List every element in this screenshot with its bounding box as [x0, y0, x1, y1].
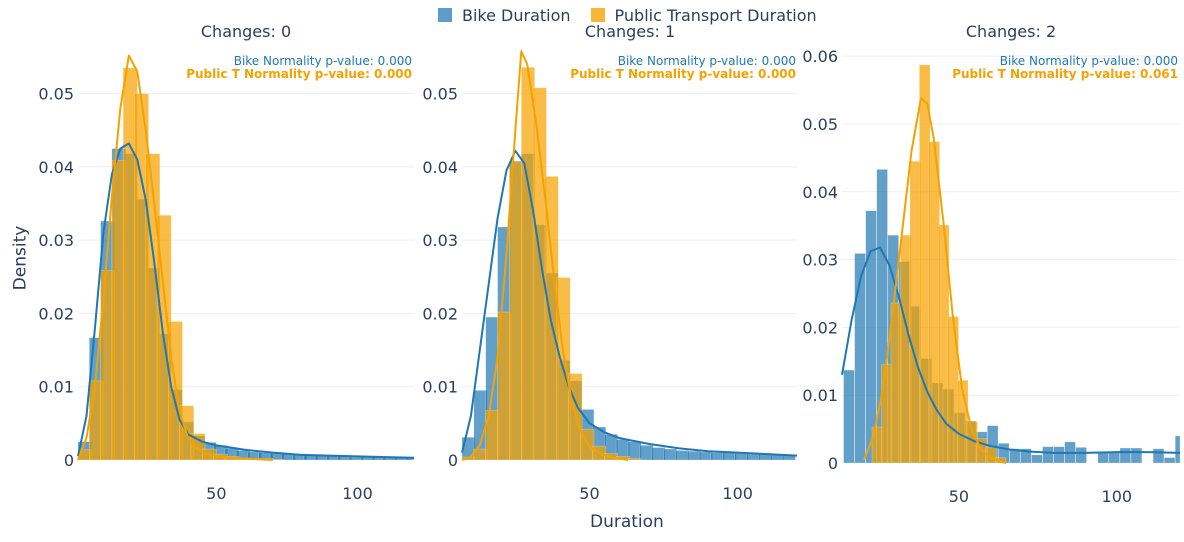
- kde-line: [863, 97, 1007, 464]
- bike-pvalue-annotation: Bike Normality p-value: 0.000: [234, 54, 412, 68]
- x-axis-title: Duration: [590, 512, 664, 532]
- histogram-bar: [639, 445, 654, 461]
- y-axis-title: Density: [10, 225, 31, 291]
- histogram-bar: [722, 452, 737, 461]
- histogram-bar: [1075, 447, 1087, 464]
- y-tick-label: 0.03: [38, 231, 74, 250]
- x-tick-label: 50: [949, 487, 969, 506]
- histogram-bar: [698, 451, 713, 461]
- histogram-bar: [651, 447, 666, 461]
- histogram-bar: [734, 453, 749, 461]
- histogram-bar: [627, 441, 642, 461]
- transport-pvalue-annotation: Public T Normality p-value: 0.000: [570, 67, 796, 81]
- histogram-bar: [1108, 452, 1120, 464]
- histogram-bar: [1163, 457, 1176, 464]
- histogram-bar: [509, 161, 524, 461]
- legend-swatch-bike: [438, 8, 452, 22]
- x-tick-label: 100: [342, 484, 373, 503]
- histogram-bar: [1097, 452, 1109, 464]
- transport-pvalue-annotation: Public T Normality p-value: 0.000: [186, 67, 412, 81]
- histogram-bar: [520, 66, 535, 461]
- y-tick-label: 0.02: [422, 304, 458, 323]
- histogram-bar: [1053, 446, 1065, 464]
- histogram-bar: [909, 160, 921, 464]
- kde-line: [77, 142, 415, 459]
- legend-swatch-transport: [590, 8, 605, 22]
- x-tick-label: 50: [206, 484, 226, 503]
- y-tick-label: 0.04: [38, 158, 74, 177]
- y-tick-label: 0.01: [38, 378, 74, 397]
- y-tick-label: 0.06: [802, 47, 838, 66]
- y-tick-label: 0.02: [38, 304, 74, 323]
- transport-pvalue-annotation: Public T Normality p-value: 0.061: [952, 67, 1178, 81]
- kde-line: [841, 246, 1181, 454]
- y-tick-label: 0: [448, 451, 458, 470]
- y-tick-label: 0.05: [422, 85, 458, 104]
- x-tick-label: 50: [579, 484, 599, 503]
- histogram-bar: [1130, 447, 1143, 464]
- subplot-3: 0 0.01 0.02 0.03 0.04 0.05 0.06 50 100 Changes: 2…: [802, 22, 1181, 506]
- kde-line: [461, 149, 798, 457]
- histogram-bar: [710, 452, 725, 461]
- histogram-bar: [746, 453, 761, 461]
- subplot-2: 0 0.01 0.02 0.03 0.04 0.05 50 100 Changes: 1 Bike…: [422, 22, 798, 503]
- y-tick-label: 0.01: [802, 386, 838, 405]
- histogram-bar: [881, 364, 893, 464]
- y-tick-label: 0.01: [422, 378, 458, 397]
- subplot-1: 0 0.01 0.02 0.03 0.04 0.05 50 100 Changes: 0 Bike…: [38, 22, 415, 503]
- subplot-title: Changes: 1: [585, 22, 675, 41]
- subplot-title: Changes: 0: [201, 22, 291, 41]
- histogram-bar: [890, 302, 903, 464]
- y-tick-label: 0.04: [802, 183, 838, 202]
- histogram-bar: [687, 450, 701, 461]
- y-tick-label: 0: [64, 451, 74, 470]
- y-tick-label: 0.05: [38, 85, 74, 104]
- histogram-bar: [1174, 435, 1181, 464]
- legend-item-transport[interactable]: Public Transport Duration: [590, 5, 817, 25]
- histogram-bar: [1042, 446, 1054, 464]
- histogram-bar: [928, 141, 940, 464]
- kde-line: [77, 54, 273, 461]
- histogram-bar: [985, 447, 997, 464]
- subplot-title: Changes: 2: [966, 22, 1056, 41]
- histogram-bar: [1119, 447, 1132, 464]
- histogram-bar: [1031, 454, 1043, 464]
- y-tick-label: 0: [828, 454, 838, 473]
- y-tick-label: 0.04: [422, 158, 458, 177]
- histogram-bar: [663, 448, 678, 461]
- histogram-bar: [900, 234, 912, 464]
- histogram-bar: [919, 64, 931, 464]
- y-tick-label: 0.03: [422, 231, 458, 250]
- histogram-bar: [532, 87, 547, 461]
- legend[interactable]: Bike Duration Public Transport Duration: [438, 4, 817, 26]
- histogram-bar: [675, 450, 690, 461]
- histogram-bar: [865, 210, 877, 464]
- legend-label-bike: Bike Duration: [462, 5, 571, 25]
- histogram-bar: [1152, 448, 1165, 464]
- legend-label-transport: Public Transport Duration: [614, 5, 817, 25]
- histogram-bar: [627, 458, 642, 461]
- histogram-bar: [1009, 448, 1021, 464]
- y-tick-label: 0.05: [802, 115, 838, 134]
- x-tick-label: 100: [1102, 487, 1133, 506]
- bike-pvalue-annotation: Bike Normality p-value: 0.000: [1000, 54, 1178, 68]
- legend-item-bike[interactable]: Bike Duration: [438, 6, 571, 25]
- bike-pvalue-annotation: Bike Normality p-value: 0.000: [618, 54, 796, 68]
- kde-line: [461, 50, 629, 461]
- histogram-bar: [1020, 448, 1032, 464]
- y-tick-label: 0.03: [802, 251, 838, 270]
- histogram-bar: [854, 253, 866, 464]
- histogram-bar: [843, 369, 855, 464]
- histogram-bar: [947, 316, 959, 464]
- y-tick-label: 0.02: [802, 318, 838, 337]
- x-tick-label: 100: [722, 484, 753, 503]
